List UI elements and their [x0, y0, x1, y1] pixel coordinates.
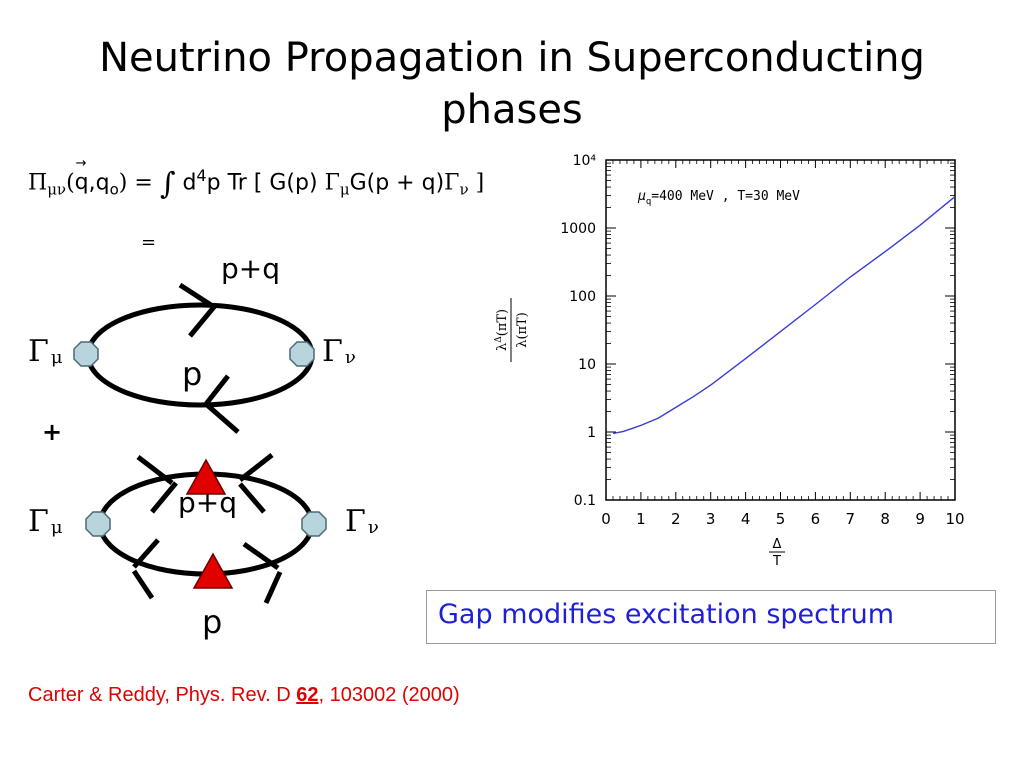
gap-ratio-chart: 0 1 2 3 4 5 6 7 8 9 10 0.1 1 10 100 1000 10⁴ μq=400 MeV …: [466, 150, 986, 580]
feynman-diagrams: [73, 282, 327, 605]
x-axis-label: Δ T: [769, 537, 785, 569]
bottom-leg-7: [242, 541, 280, 571]
top-label-p: p: [182, 355, 203, 393]
x-tick-label: 7: [846, 510, 856, 528]
y-tick-label: 0.1: [574, 493, 596, 509]
bottom-leg-2: [150, 481, 178, 514]
y-tick-label: 1: [587, 425, 596, 441]
bottom-leg-4: [238, 482, 266, 514]
formula-pi: Π: [28, 170, 48, 196]
citation: Carter & Reddy, Phys. Rev. D 62, 103002 …: [28, 684, 460, 707]
formula-measure: p Tr [ G(p): [206, 170, 318, 196]
formula-gamma-mu: Γ: [324, 170, 340, 196]
formula-close-paren: ): [118, 170, 128, 196]
citation-prefix: Carter & Reddy, Phys. Rev. D: [28, 684, 297, 706]
x-tick-label: 0: [601, 510, 611, 528]
citation-volume: 62: [296, 684, 319, 706]
x-tick-label: 6: [811, 510, 821, 528]
series-line: [612, 196, 956, 435]
bottom-leg-5: [132, 538, 160, 569]
bottom-label-pq: p+q: [178, 486, 238, 519]
formula-vec-q: → q: [74, 156, 89, 196]
triangle-bottom-icon: [192, 552, 234, 589]
formula-q0-sub: o: [109, 180, 119, 199]
x-tick-label: 1: [636, 510, 646, 528]
bottom-leg-8: [263, 570, 283, 605]
slide-title-line1: Neutrino Propagation in Superconducting: [99, 35, 925, 81]
formula-pi-sub: μν: [47, 180, 67, 199]
diagram-equals: =: [141, 232, 157, 253]
formula-q0: q: [95, 170, 110, 196]
plus-sign: +: [42, 418, 63, 446]
formula-gamma-nu-sub: ν: [459, 180, 469, 199]
vector-arrow-icon: →: [75, 156, 87, 172]
top-label-pq: p+q: [221, 252, 281, 285]
formula-d-exp: 4: [196, 166, 207, 185]
x-tick-label: 4: [741, 510, 751, 528]
vertex-left-top-icon: [73, 341, 99, 367]
formula-gamma-nu: Γ: [444, 170, 460, 196]
svg-text:Δ: Δ: [773, 537, 782, 552]
svg-text:λ(πT): λ(πT): [515, 312, 530, 348]
bottom-label-p: p: [202, 603, 223, 641]
y-axis-label: λΔ(πT) λ(πT): [494, 298, 530, 362]
callout-text: Gap modifies excitation spectrum: [438, 599, 895, 630]
y-tick-label: 1000: [560, 221, 596, 237]
x-tick-label: 3: [706, 510, 716, 528]
y-tick-label: 100: [569, 289, 596, 305]
formula-equals: =: [134, 170, 153, 196]
top-arrow-left-icon: [202, 374, 240, 434]
formula-prop2: G(p + q): [349, 170, 445, 196]
plot-frame: [605, 159, 956, 501]
bottom-leg-6: [131, 569, 155, 600]
formula-close-bracket: ]: [475, 170, 485, 196]
citation-suffix: , 103002 (2000): [318, 684, 460, 706]
bottom-leg-3: [238, 453, 274, 482]
y-tick-label: 10⁴: [573, 153, 597, 169]
vertex-left-bottom-icon: [85, 511, 111, 537]
triangle-top-icon: [185, 458, 227, 495]
x-tick-label: 8: [880, 510, 890, 528]
integral-icon: ∫: [159, 166, 176, 202]
slide-title: Neutrino Propagation in Superconducting …: [0, 32, 1024, 136]
x-tick-label: 10: [945, 510, 964, 528]
bottom-leg-1: [136, 455, 174, 485]
vertex-right-bottom-icon: [301, 511, 327, 537]
vertex-right-top-icon: [289, 341, 315, 367]
callout-box: Gap modifies excitation spectrum: [426, 590, 996, 644]
y-tick-label: 10: [578, 357, 596, 373]
polarization-formula: Πμν(→ q,qo) = ∫ d4p Tr [ G(p) ΓμG(p + q)Γ…: [28, 156, 528, 216]
chart-annotation: μq=400 MeV , T=30 MeV: [637, 189, 800, 207]
top-arrow-right-icon: [178, 282, 218, 338]
x-tick-label: 9: [915, 510, 925, 528]
formula-gamma-mu-sub: μ: [339, 180, 350, 199]
chart-svg: 0 1 2 3 4 5 6 7 8 9 10 0.1 1 10 100 1000 10⁴ μq=400 MeV …: [494, 153, 965, 569]
x-tick-label: 2: [671, 510, 681, 528]
formula-open-paren: (: [66, 170, 75, 196]
slide-title-line2: phases: [441, 87, 583, 133]
formula-comma: ,: [88, 170, 96, 196]
svg-text:T: T: [772, 554, 781, 569]
formula-d: d: [182, 170, 197, 196]
svg-text:λΔ(πT): λΔ(πT): [494, 309, 510, 351]
x-tick-label: 5: [776, 510, 786, 528]
